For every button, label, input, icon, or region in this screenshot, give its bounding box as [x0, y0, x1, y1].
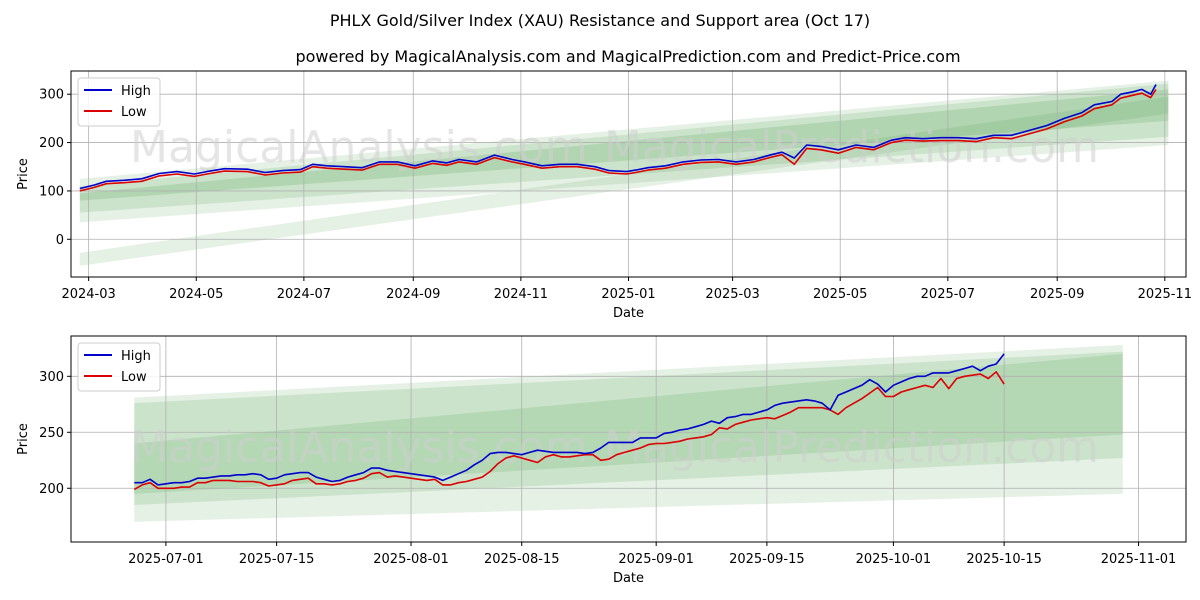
- y-axis-label: Price: [16, 158, 31, 190]
- x-axis-label: Date: [613, 306, 644, 321]
- x-tick-label: 2025-07-15: [239, 552, 315, 567]
- legend-high-label: High: [121, 349, 151, 364]
- x-tick-label: 2024-11: [494, 287, 548, 302]
- watermark: MagicalAnalysis.com: [130, 122, 588, 173]
- band-1: [79, 83, 1169, 213]
- x-tick-label: 2025-03: [705, 287, 759, 302]
- x-tick-label: 2025-09-15: [729, 552, 805, 567]
- top-chart-panel: MagicalAnalysis.com MagicalPrediction.com…: [16, 70, 1192, 321]
- plot-frame: [70, 335, 1187, 543]
- watermark: MagicalAnalysis.com: [130, 422, 588, 473]
- x-tick-label: 2025-08-01: [373, 552, 449, 567]
- y-tick-label: 300: [39, 370, 64, 385]
- high-series-line: [79, 84, 1157, 190]
- x-axis-label: Date: [613, 571, 644, 586]
- y-tick-label: 100: [39, 184, 64, 199]
- x-tick-label: 2025-10-15: [966, 552, 1042, 567]
- x-tick-label: 2025-10-01: [856, 552, 932, 567]
- x-tick-label: 2024-05: [169, 287, 223, 302]
- x-tick-label: 2025-07-01: [128, 552, 204, 567]
- y-axis-label: Price: [16, 423, 31, 455]
- legend-high-label: High: [121, 84, 151, 99]
- bottom-chart-panel: MagicalAnalysis.com MagicalPrediction.com…: [16, 335, 1187, 586]
- y-tick-label: 250: [39, 426, 64, 441]
- x-tick-label: 2025-01: [601, 287, 655, 302]
- y-tick-label: 200: [39, 136, 64, 151]
- x-tick-label: 2025-08-15: [484, 552, 560, 567]
- low-series-line: [79, 88, 1157, 192]
- y-tick-label: 0: [56, 233, 64, 248]
- x-tick-label: 2024-03: [61, 287, 115, 302]
- legend: High Low: [77, 342, 161, 392]
- x-tick-label: 2025-07: [921, 287, 975, 302]
- y-tick-label: 200: [39, 482, 64, 497]
- band-1: [134, 351, 1123, 506]
- x-tick-label: 2025-11-01: [1101, 552, 1177, 567]
- band-2: [79, 89, 1169, 201]
- low-series-line: [133, 371, 1005, 491]
- figure-title: PHLX Gold/Silver Index (XAU) Resistance …: [330, 11, 870, 30]
- legend: High Low: [77, 77, 161, 127]
- series-group: [79, 84, 1157, 192]
- band-0: [79, 80, 1169, 223]
- x-tick-label: 2024-07: [277, 287, 331, 302]
- y-tick-label: 300: [39, 88, 64, 103]
- watermark: MagicalPrediction.com: [604, 422, 1099, 473]
- x-tick-label: 2025-11: [1138, 287, 1192, 302]
- x-tick-label: 2025-09: [1030, 287, 1084, 302]
- x-tick-label: 2024-09: [386, 287, 440, 302]
- high-series-line: [134, 353, 1005, 486]
- figure-subtitle: powered by MagicalAnalysis.com and Magic…: [295, 47, 960, 66]
- legend-low-label: Low: [121, 370, 147, 385]
- series-group: [133, 353, 1005, 491]
- legend-low-label: Low: [121, 105, 147, 120]
- x-tick-label: 2025-09-01: [618, 552, 694, 567]
- x-tick-label: 2025-05: [813, 287, 867, 302]
